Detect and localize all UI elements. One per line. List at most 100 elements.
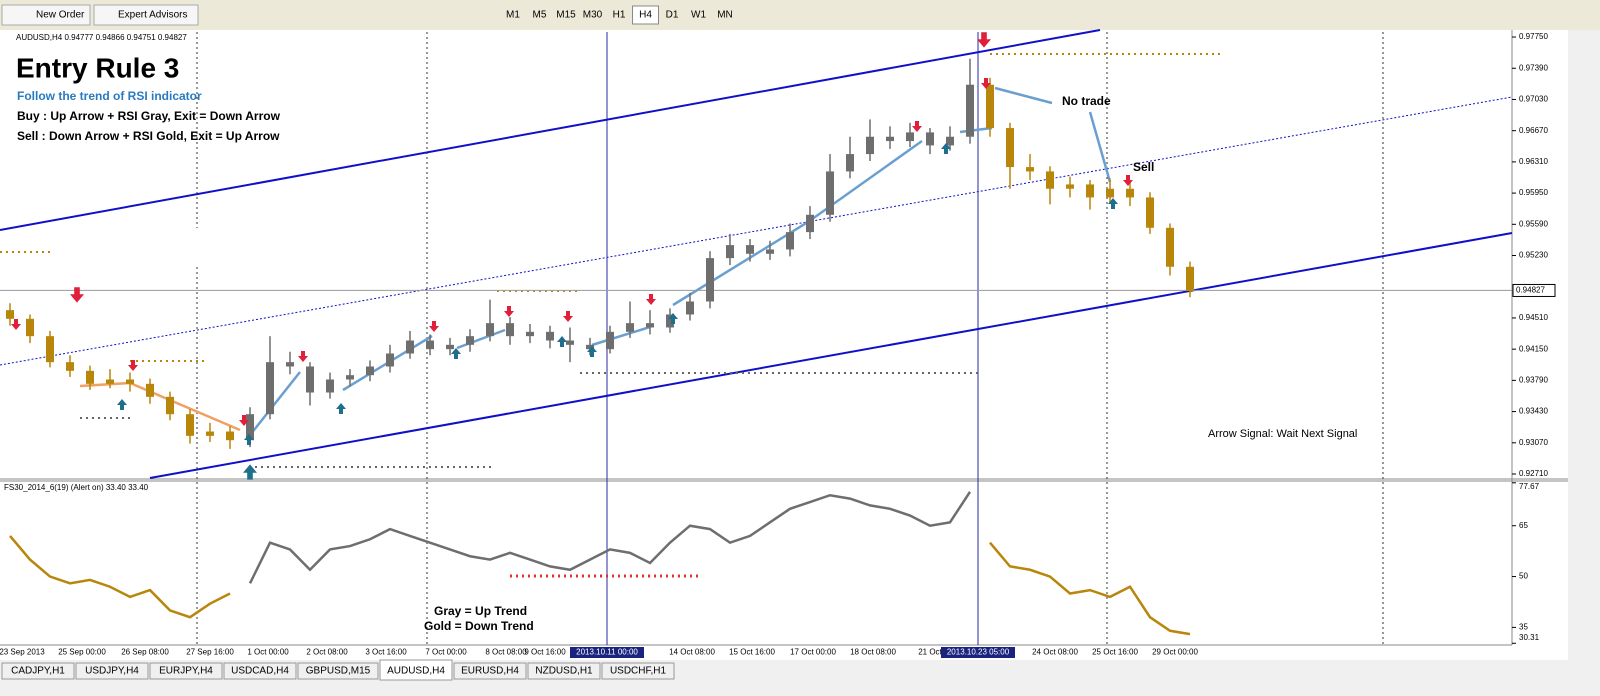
timeframe-button[interactable] — [500, 6, 526, 24]
candle-body — [526, 331, 534, 337]
y-tick-label: 0.93070 — [1519, 438, 1548, 447]
candle-body — [746, 245, 754, 254]
y-tick-label: 0.94150 — [1519, 344, 1548, 353]
trade-line — [994, 86, 1053, 105]
candle-body — [606, 331, 614, 350]
tab-label: USDCAD,H4 — [231, 666, 289, 677]
candle-body — [966, 84, 974, 137]
x-tick-label: 26 Sep 08:00 — [121, 648, 169, 657]
tab[interactable] — [601, 662, 675, 680]
down-arrow — [239, 415, 249, 426]
toolbar — [0, 0, 1600, 30]
annotation: No trade — [1062, 94, 1111, 108]
up-arrow — [587, 346, 597, 357]
indicator-annotation: Gray = Up Trend — [434, 604, 527, 618]
trade-line — [959, 126, 993, 134]
candle-body — [86, 370, 94, 384]
up-arrow — [557, 336, 567, 347]
trade-line — [1088, 111, 1112, 183]
candle-body — [226, 431, 234, 441]
timeframe-button[interactable] — [526, 6, 553, 24]
timeframe-button[interactable] — [712, 6, 738, 24]
annotation: Arrow Signal: Wait Next Signal — [1208, 428, 1357, 440]
timeframe-button[interactable] — [606, 6, 632, 24]
trade-line — [591, 325, 651, 347]
timeframe-button[interactable] — [659, 6, 685, 24]
tab[interactable] — [1, 662, 75, 680]
tab[interactable] — [75, 662, 149, 680]
timeframe-label: H1 — [613, 10, 626, 21]
down-arrow — [912, 121, 922, 132]
candle-body — [166, 396, 174, 415]
y-tick-label: 0.97750 — [1519, 32, 1548, 41]
timeframe-label: W1 — [691, 10, 706, 21]
tab-label: USDCHF,H1 — [610, 666, 667, 677]
candle-body — [466, 336, 474, 345]
up-arrow — [117, 399, 127, 410]
candle-body — [1006, 128, 1014, 168]
tab[interactable] — [149, 662, 223, 680]
down-arrow — [69, 287, 84, 303]
candle-body — [686, 301, 694, 315]
candle-body — [286, 362, 294, 367]
tab[interactable] — [453, 662, 527, 680]
candle-body — [386, 353, 394, 367]
gray-levels — [80, 372, 980, 468]
candle-body — [846, 154, 854, 172]
down-arrow — [981, 78, 991, 89]
tab[interactable] — [527, 662, 601, 680]
blank-box — [196, 228, 414, 266]
y-tick-label: 65 — [1519, 521, 1528, 530]
candle-body — [1186, 266, 1194, 292]
x-tick-label: 23 Sep 2013 — [0, 648, 45, 657]
x-tick-label: 2 Oct 08:00 — [306, 648, 348, 657]
candle-body — [1166, 227, 1174, 267]
candle-body — [546, 331, 554, 341]
timeframe-label: M30 — [583, 10, 603, 21]
tab[interactable] — [223, 662, 297, 680]
timeframe-button[interactable] — [553, 6, 579, 24]
up-arrow — [243, 464, 257, 480]
down-arrow — [504, 306, 514, 317]
candle-body — [426, 340, 434, 350]
time-highlight — [570, 647, 644, 658]
tab-label: EURUSD,H4 — [461, 666, 519, 677]
channel-lower — [149, 232, 1513, 479]
tab-label: AUDUSD,H4 — [387, 666, 445, 677]
chart-header: AUDUSD,H4 0.94777 0.94866 0.94751 0.9482… — [16, 33, 187, 42]
new-order-button[interactable] — [1, 4, 91, 26]
chart-subtitle: Follow the trend of RSI indicator — [17, 89, 202, 103]
candle-body — [706, 258, 714, 302]
timeframe-button[interactable] — [579, 6, 606, 24]
x-tick-label: 21 Oct — [918, 648, 942, 657]
candle-body — [1106, 188, 1114, 198]
timeframe-label: D1 — [666, 10, 679, 21]
new-order-label: New Order — [36, 10, 85, 21]
expert-advisors-button[interactable] — [93, 4, 199, 26]
indicator-header: FS30_2014_6(19) (Alert on) 33.40 33.40 — [4, 483, 149, 492]
x-tick-label: 15 Oct 16:00 — [729, 648, 775, 657]
tab[interactable] — [379, 659, 453, 681]
candle-body — [586, 344, 594, 350]
candle-body — [266, 362, 274, 415]
candle-body — [6, 310, 14, 319]
indicator — [9, 491, 1191, 636]
x-tick-label: 29 Oct 00:00 — [1152, 648, 1198, 657]
chart-title: Entry Rule 3 — [16, 52, 179, 83]
y-tick-label: 0.93430 — [1519, 407, 1548, 416]
candle-body — [1066, 184, 1074, 189]
candle-body — [566, 340, 574, 345]
timeframe-label: MN — [717, 10, 733, 21]
candle-body — [1126, 188, 1134, 198]
indicator-line — [9, 535, 231, 619]
candle-body — [406, 340, 414, 354]
x-tick-label: 1 Oct 00:00 — [247, 648, 289, 657]
scroll-area — [1568, 30, 1600, 660]
trade-line — [456, 328, 506, 350]
y-tick-label: 30.31 — [1519, 633, 1540, 642]
annotation: Sell — [1133, 160, 1154, 174]
tab[interactable] — [297, 662, 379, 680]
candle-body — [366, 366, 374, 376]
timeframe-button[interactable] — [685, 6, 712, 24]
timeframe-button[interactable] — [632, 5, 659, 25]
